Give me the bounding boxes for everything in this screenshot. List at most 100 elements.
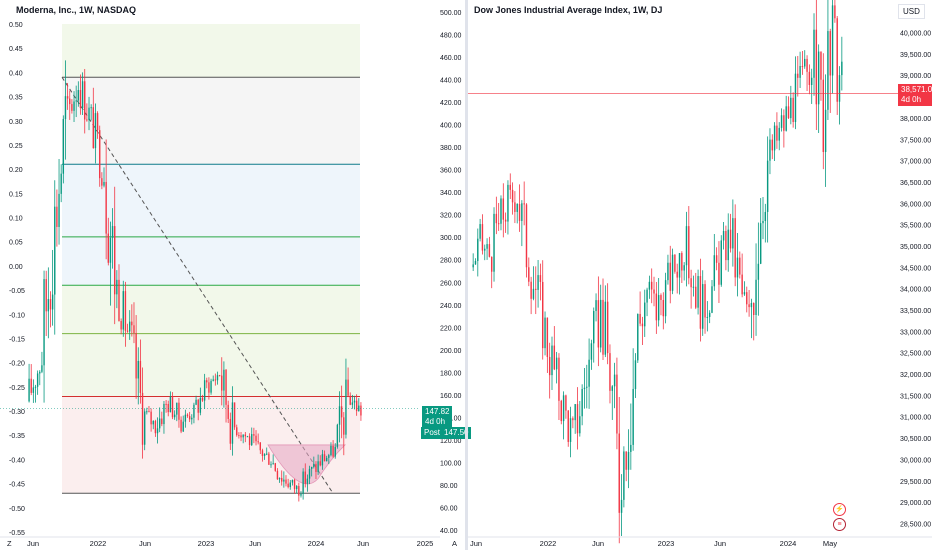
moderna-candle-body (201, 397, 204, 401)
y-tick-label: 32,000.00 (900, 372, 931, 379)
dji-candle-body (653, 289, 655, 294)
moderna-candle-body (221, 375, 223, 391)
moderna-candle-body (161, 418, 163, 425)
moderna-candle-body (180, 419, 182, 432)
moderna-candle-body (126, 330, 129, 332)
moderna-candle-body (56, 206, 58, 227)
dji-candle-body (790, 97, 792, 119)
dji-candle-body (755, 279, 757, 316)
y-tick-label: -0.35 (9, 433, 25, 440)
moderna-candle-body (43, 279, 45, 366)
moderna-candle-body (353, 400, 356, 403)
moderna-candle-body (28, 378, 30, 402)
y-tick-label: 29,500.00 (900, 479, 931, 486)
post-price: 147.50 (444, 428, 469, 437)
moderna-candle-body (41, 365, 43, 372)
moderna-candle-body (62, 118, 65, 174)
lightning-icon[interactable]: ⚡ (833, 503, 846, 516)
x-tick-label: Jun (592, 539, 604, 548)
dji-candle-body (718, 262, 720, 285)
usd-axis-unit[interactable]: USD (898, 4, 925, 19)
dji-candle-body (481, 224, 484, 251)
moderna-candle-body (229, 418, 232, 444)
dji-candle-body (662, 299, 665, 317)
x-tick-label: 2025 (417, 539, 434, 548)
x-tick-label: Jun (249, 539, 261, 548)
dji-left-y-tick-label: 100.00 (440, 460, 462, 467)
moderna-candle-body (128, 321, 131, 332)
dji-candle-body (681, 253, 683, 271)
moderna-candle-body (148, 411, 150, 413)
y-tick-label: 34,500.00 (900, 265, 931, 272)
moderna-candle-body (36, 373, 39, 387)
dji-candle-body (637, 313, 639, 361)
moderna-candle-body (199, 397, 202, 413)
moderna-candle-body (343, 417, 345, 435)
dji-candle-body (715, 255, 718, 263)
moderna-candle-body (214, 379, 217, 381)
x-tick-label: Jun (714, 539, 726, 548)
dji-candle-body (769, 139, 771, 161)
moderna-candle-body (45, 279, 47, 312)
y-tick-label: -0.05 (9, 288, 25, 295)
moderna-candle-body (328, 455, 330, 458)
dji-candle-body (507, 184, 509, 222)
x-tick-label: Jun (470, 539, 482, 548)
moderna-candle-body (92, 107, 95, 149)
fib-zone-top (62, 24, 360, 78)
y-tick-label: 38,000.00 (900, 116, 931, 123)
dji-left-y-tick-label: 240.00 (440, 303, 462, 310)
moderna-candle-body (236, 427, 238, 436)
moderna-candle-body (156, 428, 159, 434)
moderna-candle-body (308, 468, 311, 479)
moderna-candle-body (176, 402, 178, 415)
y-tick-label: -0.20 (9, 361, 25, 368)
dji-chart-pane[interactable]: 40,000.0039,500.0039,000.0038,500.0038,0… (468, 0, 932, 550)
dji-candle-body (711, 286, 713, 313)
moderna-candle-body (212, 379, 214, 381)
dji-candle-body (644, 302, 646, 327)
fib-zone (62, 164, 360, 286)
dji-candle-body (493, 213, 495, 272)
moderna-candle-body (90, 107, 92, 109)
y-tick-label: 31,000.00 (900, 415, 931, 422)
dji-candle-body (713, 255, 716, 287)
moderna-candle-body (302, 471, 304, 494)
moderna-candle-body (60, 173, 62, 194)
dji-chart-title: Dow Jones Industrial Average Index, 1W, … (474, 5, 663, 15)
dji-candle-body (776, 125, 778, 141)
us-flag-icon[interactable]: ≡ (833, 518, 846, 531)
moderna-candle-body (313, 463, 315, 467)
dji-candle-body (722, 231, 725, 241)
dji-candle-body (632, 388, 634, 445)
dji-left-y-tick-label: 80.00 (440, 483, 458, 490)
dji-candle-body (690, 278, 692, 288)
dji-candle-body (706, 316, 709, 318)
moderna-candle-body (58, 193, 60, 227)
dji-candle-body (748, 304, 750, 308)
moderna-candle-body (133, 325, 135, 334)
moderna-candle-body (251, 434, 253, 446)
dji-candle-body (588, 359, 590, 387)
dji-candle-body (699, 276, 702, 329)
dji-candle-body (657, 295, 660, 321)
moderna-candle-body (69, 98, 71, 105)
dji-candle-body (799, 65, 801, 78)
moderna-candle-body (298, 486, 300, 496)
moderna-candle-body (358, 405, 360, 412)
dji-candle-body (602, 299, 604, 355)
moderna-candle-body (103, 181, 105, 186)
trendline (61, 76, 334, 494)
moderna-chart-pane[interactable]: 0.50 0.45 0.40 0.35 0.30 0.25 0.20 0.15 0.10 0.05… (0, 0, 472, 550)
moderna-chart-canvas[interactable]: 0.50 0.45 0.40 0.35 0.30 0.25 0.20 0.15 0.10 0.05… (0, 0, 465, 550)
dji-candle-body (581, 389, 583, 417)
dji-candle-body (692, 286, 695, 288)
dji-candle-body (792, 97, 794, 123)
x-tick-label: 2022 (540, 539, 557, 548)
dji-candle-body (495, 213, 498, 224)
pane-divider[interactable] (465, 0, 468, 550)
moderna-candle-body (223, 369, 225, 391)
y-tick-label: 35,000.00 (900, 244, 931, 251)
dji-chart-canvas[interactable]: 40,000.0039,500.0039,000.0038,500.0038,0… (468, 0, 932, 550)
moderna-candle-body (330, 445, 332, 456)
